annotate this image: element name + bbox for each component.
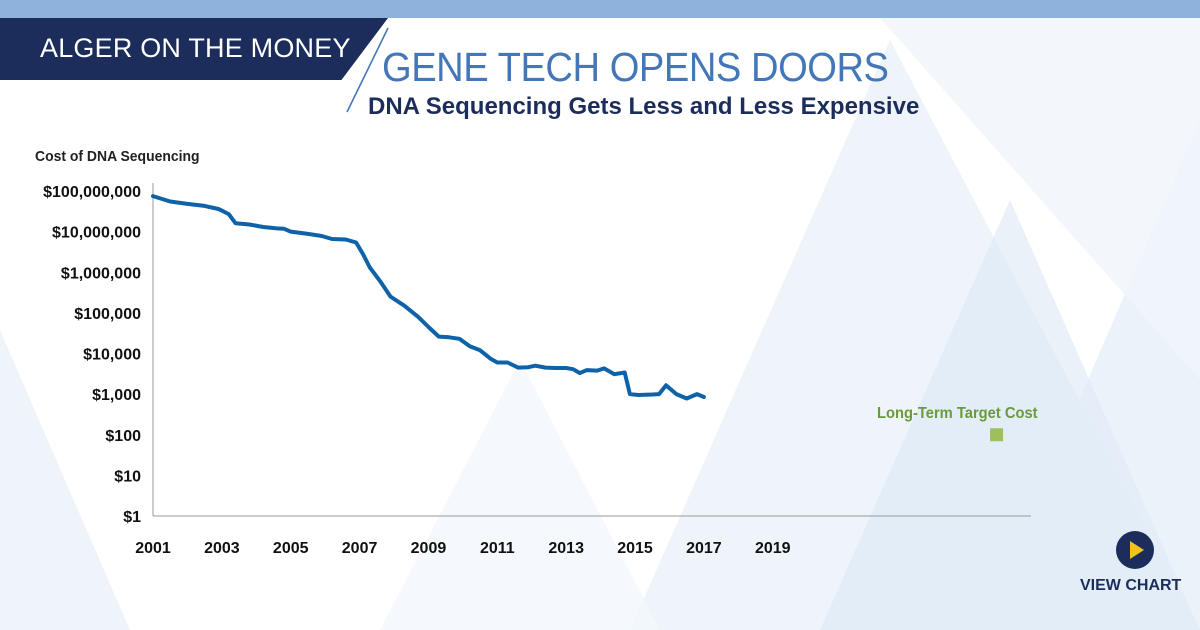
y-tick-label: $100,000,000 [43,184,141,201]
x-tick-label: 2005 [273,540,309,557]
x-tick-label: 2001 [135,540,171,557]
view-chart-link[interactable]: VIEW CHART [1080,577,1182,594]
headline: GENE TECH OPENS DOORS [382,44,889,90]
play-button[interactable] [1116,531,1154,569]
x-tick-label: 2011 [480,540,515,557]
play-icon [1130,541,1144,559]
y-tick-labels: $1 $10 $100 $1,000 $10,000 $100,000 $1,000,000… [43,184,141,526]
target-cost-label: Long-Term Target Cost [877,405,1038,422]
x-tick-labels: 2001 2003 2005 2007 2009 2011 2013 2015 2017 2019 [135,540,790,557]
x-tick-label: 2003 [204,540,240,557]
target-cost-marker [990,428,1004,442]
x-tick-label: 2013 [548,540,584,557]
header-divider [346,27,389,113]
y-axis-label: Cost of DNA Sequencing [35,148,200,165]
y-tick-label: $100 [105,428,141,445]
x-tick-label: 2009 [411,540,447,557]
annotation-layer [990,428,1004,442]
y-tick-label: $10 [114,468,141,485]
y-tick-label: $10,000,000 [52,225,141,242]
series-layer [151,194,706,401]
series-banner [0,18,388,80]
x-tick-label: 2007 [342,540,378,557]
y-tick-label: $1,000 [92,387,141,404]
sequencing-cost-line [151,194,706,401]
x-tick-label: 2017 [686,540,722,557]
y-tick-label: $1,000,000 [61,265,141,282]
x-tick-label: 2015 [617,540,653,557]
top-accent-bar [0,0,1200,18]
x-tick-label: 2019 [755,540,791,557]
subheadline: DNA Sequencing Gets Less and Less Expens… [368,93,920,120]
y-tick-label: $10,000 [83,347,141,364]
y-tick-label: $100,000 [74,306,141,323]
y-tick-label: $1 [123,509,141,526]
series-banner-text: ALGER ON THE MONEY [40,33,351,63]
